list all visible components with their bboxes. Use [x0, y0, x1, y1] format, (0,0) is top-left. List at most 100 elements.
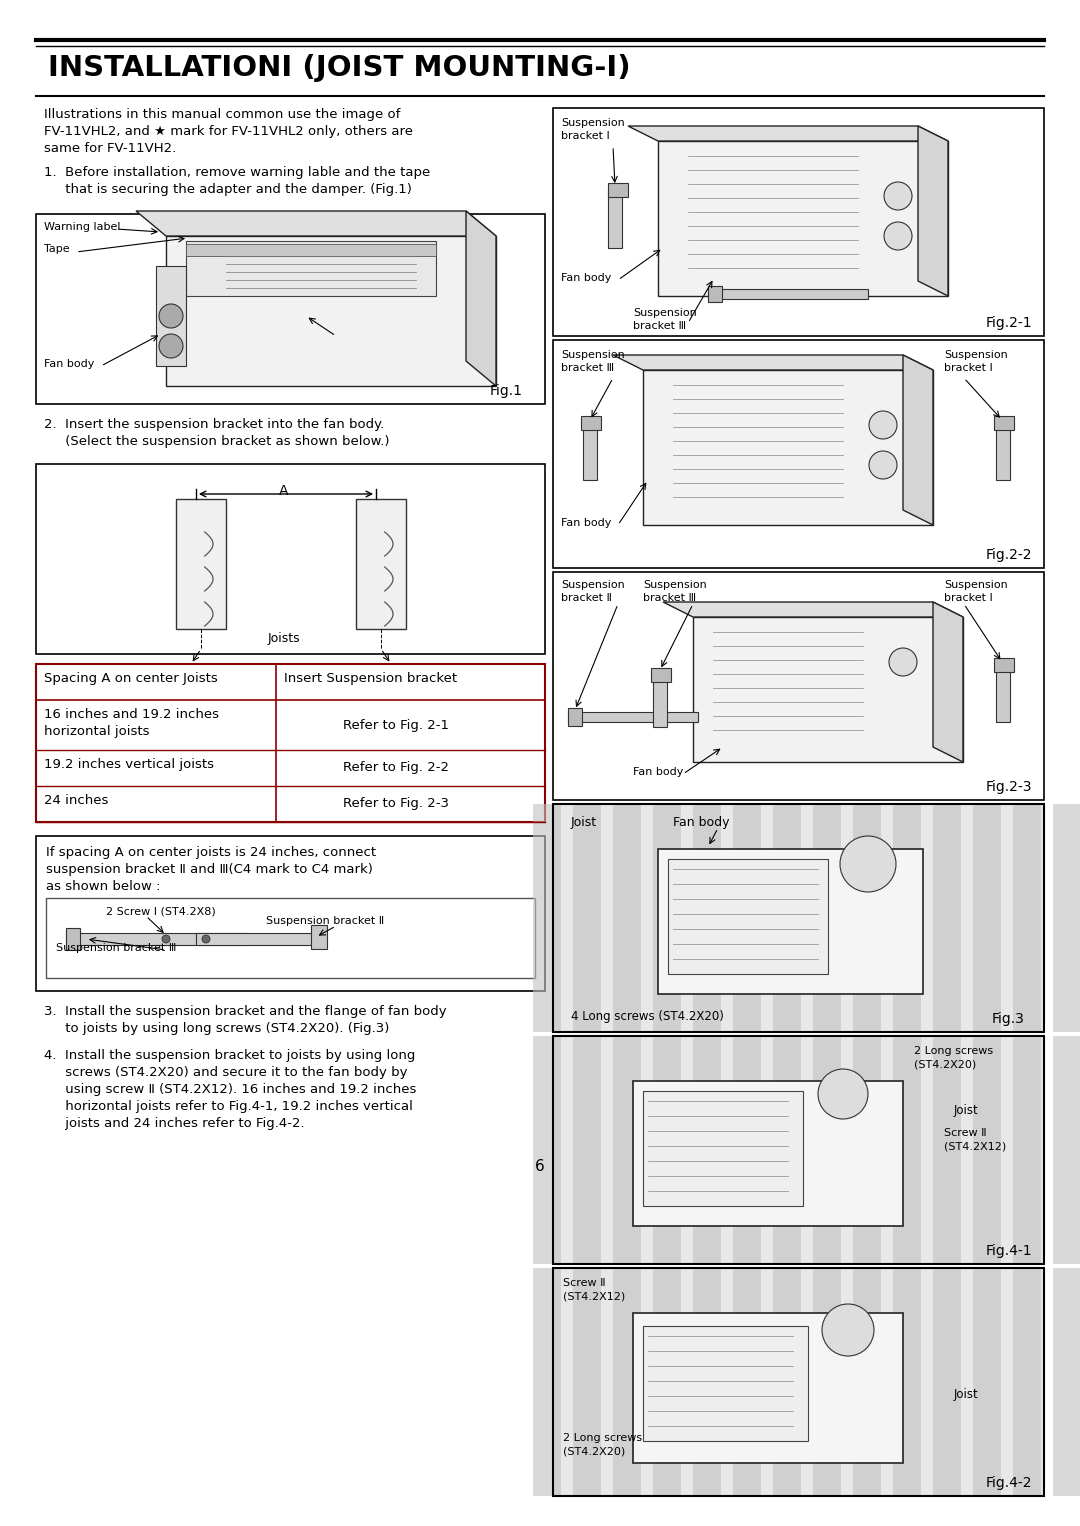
Text: Fig.2-1: Fig.2-1 — [986, 316, 1032, 330]
Text: Insert Suspension bracket: Insert Suspension bracket — [284, 671, 457, 685]
Text: If spacing A on center joists is 24 inches, connect
suspension bracket Ⅱ and Ⅲ(C: If spacing A on center joists is 24 inch… — [46, 845, 376, 893]
Bar — [658, 140, 948, 296]
Bar — [994, 417, 1014, 430]
Polygon shape — [534, 1036, 561, 1264]
Bar — [633, 1080, 903, 1225]
Polygon shape — [693, 1036, 721, 1264]
Bar — [66, 932, 246, 945]
Polygon shape — [813, 1036, 841, 1264]
Bar — [36, 464, 545, 655]
Polygon shape — [693, 804, 721, 1032]
Polygon shape — [933, 804, 961, 1032]
Polygon shape — [773, 804, 801, 1032]
Polygon shape — [853, 804, 881, 1032]
Polygon shape — [973, 804, 1001, 1032]
Bar — [653, 671, 667, 726]
Bar — [553, 340, 1044, 568]
Text: 2 Long screws
(ST4.2X20): 2 Long screws (ST4.2X20) — [563, 1433, 643, 1456]
Polygon shape — [534, 1268, 561, 1495]
Bar — [166, 237, 496, 386]
Bar — [581, 417, 600, 430]
Text: Warning label: Warning label — [44, 221, 121, 232]
Bar — [583, 420, 597, 481]
Bar — [195, 932, 326, 945]
Text: 2.  Insert the suspension bracket into the fan body.
     (Select the suspension: 2. Insert the suspension bracket into th… — [44, 418, 390, 449]
Circle shape — [818, 1070, 868, 1119]
Bar — [553, 1036, 1044, 1264]
Text: Joist: Joist — [954, 1389, 978, 1401]
Polygon shape — [773, 1268, 801, 1495]
Bar — [553, 804, 1044, 1032]
Text: Suspension
bracket Ⅲ: Suspension bracket Ⅲ — [633, 308, 697, 331]
Circle shape — [159, 304, 183, 328]
Polygon shape — [853, 1036, 881, 1264]
Bar — [553, 1268, 1044, 1495]
Polygon shape — [573, 1268, 600, 1495]
Text: Fan body: Fan body — [561, 517, 611, 528]
Circle shape — [869, 410, 897, 439]
Text: Suspension
bracket I: Suspension bracket I — [944, 580, 1008, 603]
Bar — [708, 288, 868, 299]
Text: Fig.4-2: Fig.4-2 — [986, 1476, 1032, 1489]
Polygon shape — [773, 1036, 801, 1264]
Text: Fig.2-2: Fig.2-2 — [986, 548, 1032, 562]
Polygon shape — [653, 1036, 681, 1264]
Polygon shape — [613, 1268, 642, 1495]
Bar — [36, 214, 545, 404]
Text: A: A — [280, 484, 288, 497]
Bar — [36, 664, 545, 823]
Polygon shape — [933, 601, 963, 761]
Polygon shape — [813, 1268, 841, 1495]
Polygon shape — [613, 356, 933, 369]
Polygon shape — [573, 804, 600, 1032]
Bar — [553, 108, 1044, 336]
Bar — [311, 925, 327, 949]
Text: Suspension
bracket Ⅱ: Suspension bracket Ⅱ — [561, 580, 624, 603]
Text: 3.  Install the suspension bracket and the flange of fan body
     to joists by : 3. Install the suspension bracket and th… — [44, 1006, 447, 1035]
Polygon shape — [613, 804, 642, 1032]
Polygon shape — [733, 1268, 761, 1495]
Text: Fan body: Fan body — [44, 359, 94, 369]
Text: Refer to Fig. 2-2: Refer to Fig. 2-2 — [343, 761, 449, 775]
Polygon shape — [1013, 1036, 1041, 1264]
Polygon shape — [573, 1036, 600, 1264]
Text: 6: 6 — [535, 1160, 545, 1173]
Text: Fig.3: Fig.3 — [993, 1012, 1025, 1025]
Polygon shape — [693, 1268, 721, 1495]
Polygon shape — [1013, 804, 1041, 1032]
Text: Fig.2-3: Fig.2-3 — [986, 780, 1032, 794]
Text: Fan body: Fan body — [633, 768, 684, 777]
Bar — [608, 188, 622, 249]
Bar — [658, 848, 923, 993]
Bar — [46, 897, 535, 978]
Bar — [176, 499, 226, 629]
Polygon shape — [853, 1268, 881, 1495]
Text: 4 Long screws (ST4.2X20): 4 Long screws (ST4.2X20) — [571, 1010, 724, 1022]
Circle shape — [869, 452, 897, 479]
Bar — [568, 713, 698, 722]
Text: Suspension
bracket I: Suspension bracket I — [561, 118, 624, 142]
Bar — [36, 836, 545, 990]
Bar — [356, 499, 406, 629]
Bar — [643, 1326, 808, 1441]
Text: 19.2 inches vertical joists: 19.2 inches vertical joists — [44, 758, 214, 771]
Polygon shape — [893, 1268, 921, 1495]
Text: Illustrations in this manual common use the image of
FV-11VHL2, and ★ mark for F: Illustrations in this manual common use … — [44, 108, 413, 156]
Polygon shape — [627, 127, 948, 140]
Bar — [608, 183, 627, 197]
Bar — [994, 658, 1014, 671]
Bar — [643, 1091, 804, 1206]
Text: Suspension bracket Ⅲ: Suspension bracket Ⅲ — [56, 943, 176, 954]
Polygon shape — [903, 356, 933, 525]
Text: Joist: Joist — [571, 816, 597, 829]
Text: Refer to Fig. 2-1: Refer to Fig. 2-1 — [343, 719, 449, 731]
Text: Screw Ⅱ
(ST4.2X12): Screw Ⅱ (ST4.2X12) — [944, 1128, 1007, 1151]
Text: 4.  Install the suspension bracket to joists by using long
     screws (ST4.2X20: 4. Install the suspension bracket to joi… — [44, 1048, 417, 1129]
Text: Spacing A on center Joists: Spacing A on center Joists — [44, 671, 218, 685]
Text: 2 Long screws
(ST4.2X20): 2 Long screws (ST4.2X20) — [914, 1045, 994, 1070]
Bar — [693, 617, 963, 761]
Bar — [553, 1268, 1044, 1495]
Polygon shape — [973, 1268, 1001, 1495]
Bar — [553, 572, 1044, 800]
Text: Suspension
bracket I: Suspension bracket I — [944, 349, 1008, 374]
